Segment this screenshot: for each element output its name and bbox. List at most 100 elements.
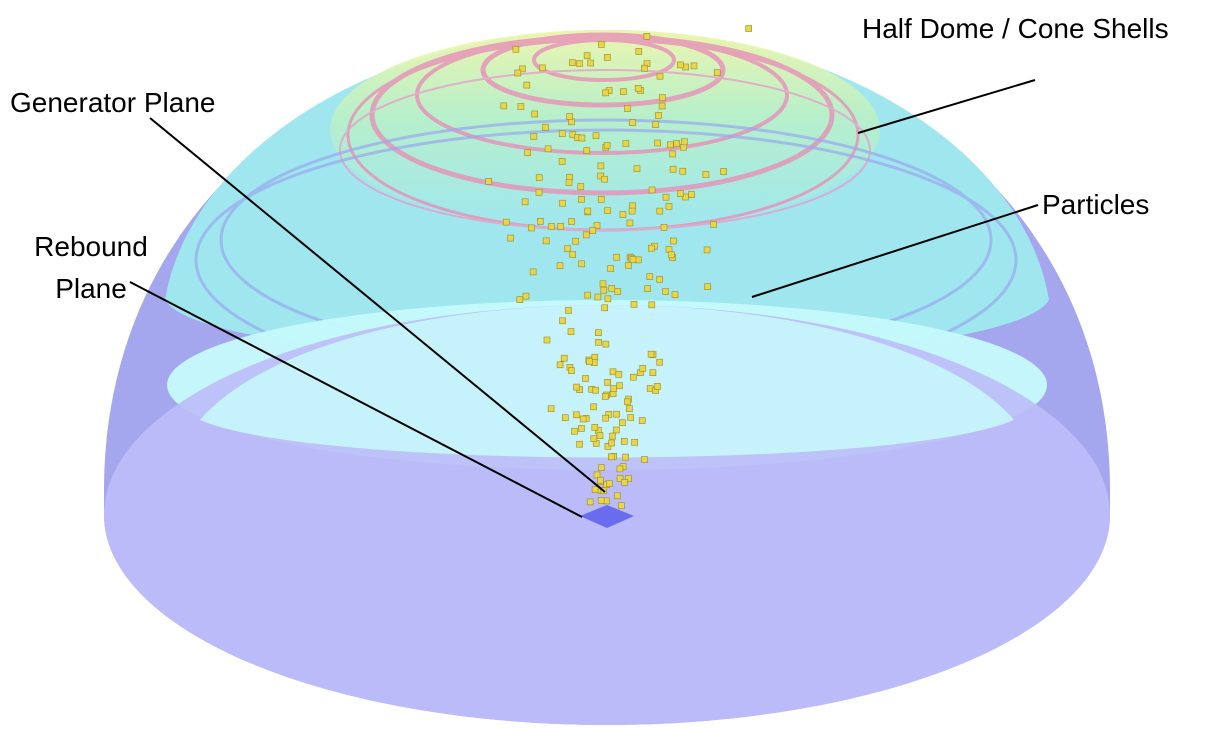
particle bbox=[561, 355, 567, 361]
particle bbox=[657, 359, 663, 365]
particle bbox=[630, 256, 636, 262]
particle bbox=[626, 263, 632, 269]
particle bbox=[628, 415, 634, 421]
particle bbox=[599, 465, 605, 471]
particle bbox=[617, 466, 623, 472]
particle bbox=[705, 284, 711, 290]
particle bbox=[518, 104, 524, 110]
particle bbox=[560, 318, 566, 324]
particle bbox=[597, 433, 603, 439]
particle bbox=[656, 112, 662, 118]
particle bbox=[657, 276, 663, 282]
particle bbox=[609, 440, 615, 446]
particle bbox=[603, 90, 609, 96]
particle bbox=[569, 368, 575, 374]
particle bbox=[593, 133, 599, 139]
particle bbox=[588, 60, 594, 66]
particle bbox=[642, 457, 648, 463]
particle bbox=[648, 245, 654, 251]
particle bbox=[605, 208, 611, 214]
particle bbox=[578, 425, 584, 431]
particle bbox=[524, 82, 530, 88]
particle bbox=[548, 224, 554, 230]
particle bbox=[598, 196, 604, 202]
particle bbox=[590, 228, 596, 234]
particle bbox=[486, 178, 492, 184]
particle bbox=[659, 95, 665, 101]
particle bbox=[666, 203, 672, 209]
particle bbox=[711, 221, 717, 227]
particle bbox=[631, 301, 637, 307]
particle bbox=[657, 208, 663, 214]
particle bbox=[635, 85, 641, 91]
particle bbox=[596, 339, 602, 345]
particle bbox=[568, 329, 574, 335]
particle bbox=[661, 224, 667, 230]
particle bbox=[622, 479, 628, 485]
particle bbox=[567, 114, 573, 120]
particle bbox=[650, 370, 656, 376]
particle bbox=[565, 246, 571, 252]
particle bbox=[584, 148, 590, 154]
particle bbox=[636, 49, 642, 55]
particle bbox=[617, 383, 623, 389]
particle bbox=[501, 103, 507, 109]
particle bbox=[536, 189, 542, 195]
particle bbox=[630, 120, 636, 126]
particle bbox=[677, 62, 683, 68]
particle bbox=[531, 134, 537, 140]
particle bbox=[670, 238, 676, 244]
particle bbox=[593, 387, 599, 393]
particle bbox=[621, 438, 627, 444]
particle bbox=[523, 293, 529, 299]
particle bbox=[513, 46, 519, 52]
particle bbox=[543, 238, 549, 244]
particle bbox=[577, 61, 583, 67]
particle bbox=[674, 141, 680, 147]
particle bbox=[608, 266, 614, 272]
particle bbox=[670, 151, 676, 157]
particle bbox=[680, 168, 686, 174]
particle bbox=[600, 281, 606, 287]
particle bbox=[566, 179, 572, 185]
particle bbox=[558, 223, 564, 229]
particle bbox=[592, 424, 598, 430]
particle bbox=[598, 163, 604, 169]
particle bbox=[626, 406, 632, 412]
particle bbox=[597, 477, 603, 483]
particle bbox=[703, 171, 709, 177]
particle bbox=[537, 218, 543, 224]
particle bbox=[586, 359, 592, 365]
particle bbox=[670, 166, 676, 172]
particle bbox=[704, 247, 710, 253]
particle bbox=[714, 70, 720, 76]
particle bbox=[605, 379, 611, 385]
particle bbox=[681, 139, 687, 145]
particle bbox=[569, 60, 575, 66]
particle bbox=[613, 427, 619, 433]
particle bbox=[603, 341, 609, 347]
particle bbox=[562, 415, 568, 421]
particle bbox=[640, 365, 646, 371]
particle bbox=[528, 225, 534, 231]
particle bbox=[655, 140, 661, 146]
particle bbox=[525, 150, 531, 156]
particle bbox=[508, 235, 514, 241]
particle bbox=[572, 428, 578, 434]
particle bbox=[517, 297, 523, 303]
particle bbox=[627, 220, 633, 226]
label: Half Dome / Cone Shells bbox=[862, 13, 1169, 44]
particle bbox=[645, 286, 651, 292]
particle bbox=[610, 369, 616, 375]
particle bbox=[548, 406, 554, 412]
particle bbox=[585, 292, 591, 298]
particle bbox=[655, 383, 661, 389]
particle bbox=[623, 454, 629, 460]
particle bbox=[610, 433, 616, 439]
particle bbox=[605, 296, 611, 302]
particle bbox=[574, 384, 580, 390]
particle bbox=[591, 436, 597, 442]
particle bbox=[614, 254, 620, 260]
particle bbox=[641, 65, 647, 71]
particle bbox=[565, 308, 571, 314]
